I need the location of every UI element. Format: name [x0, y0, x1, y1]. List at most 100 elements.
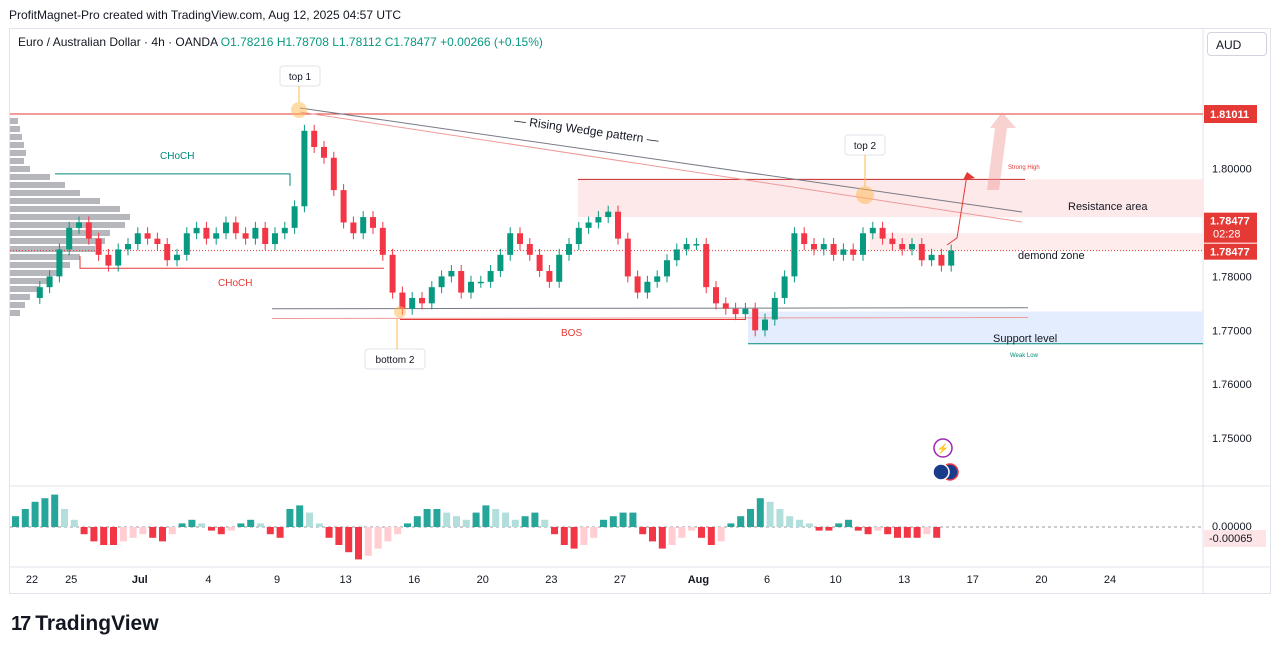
hist-bar [502, 512, 509, 527]
candle-body [752, 308, 759, 331]
ohlc-change: +0.00266 (+0.15%) [440, 35, 543, 49]
hist-bar [815, 527, 823, 531]
support-trend-line [271, 307, 1029, 310]
candle-body [144, 233, 151, 239]
volume-profile-bar [10, 310, 20, 316]
candle-body [526, 244, 533, 255]
hist-bar [766, 501, 774, 527]
tradingview-logo-icon: 17 [11, 612, 31, 635]
volume-profile-bar [10, 278, 50, 284]
hist-bar [580, 527, 588, 545]
volume-profile-bar [10, 206, 120, 212]
top2-marker [856, 186, 874, 204]
hist-bar [805, 523, 813, 527]
top2-label: top 2 [854, 141, 877, 152]
candle-body [487, 271, 494, 282]
resistance-zone [578, 179, 1203, 218]
candle-body [134, 233, 141, 245]
hist-bar [560, 527, 568, 545]
bottom2-marker [394, 306, 406, 318]
hist-bar [149, 527, 157, 538]
volume-profile-bar [10, 174, 50, 180]
candle-body [56, 249, 63, 277]
candle-body [154, 238, 161, 245]
price-tick-label: 1.75000 [1212, 433, 1252, 445]
ohlc-high: H1.78708 [276, 35, 329, 49]
hist-bar [296, 505, 304, 527]
candle-body [713, 287, 719, 304]
hist-bar [433, 509, 441, 527]
choch-upper-label: CHoCH [160, 151, 194, 162]
candle-body [585, 222, 592, 228]
ohlc-close: C1.78477 [384, 35, 437, 49]
candle-body [477, 281, 484, 284]
candle-body [379, 227, 386, 255]
candle-body [830, 244, 837, 255]
hist-bar [286, 509, 294, 527]
symbol-name[interactable]: Euro / Australian Dollar · 4h · OANDA [18, 35, 218, 49]
volume-profile-bar [10, 294, 30, 300]
bos-label: BOS [561, 328, 582, 339]
candle-body [262, 227, 269, 245]
hist-bar [854, 527, 862, 531]
candle-body [860, 233, 866, 255]
bottom2-label: bottom 2 [376, 355, 415, 366]
hist-bar [266, 527, 274, 535]
time-tick-label: 13 [339, 574, 351, 586]
choch-lower-label: CHoCH [218, 278, 252, 289]
close-price-tag-label: 1.78477 [1210, 247, 1250, 259]
current-price-tag-label: 1.78477 [1210, 216, 1250, 228]
hist-bar [776, 509, 784, 527]
volume-profile-bar [10, 286, 40, 292]
candle-body [546, 271, 553, 282]
hist-bar [208, 527, 215, 531]
candle-body [301, 130, 308, 207]
volume-profile-bar [10, 182, 65, 188]
hist-bar [188, 519, 196, 527]
hist-bar [413, 516, 421, 527]
hist-bar [678, 527, 686, 538]
current-price-tag [1204, 212, 1257, 243]
candle-body [605, 211, 612, 218]
hist-bar [178, 523, 186, 527]
time-tick-label: 23 [545, 574, 557, 586]
time-tick-label: 16 [408, 574, 420, 586]
symbol-legend: Euro / Australian Dollar · 4h · OANDA O1… [18, 35, 543, 49]
candle-body [595, 217, 602, 223]
wedge-line-upper [299, 107, 1023, 213]
price-tick-label: 1.76000 [1212, 379, 1252, 391]
candle-body [664, 260, 670, 277]
hist-bar [315, 523, 323, 527]
hist-bar [80, 527, 88, 535]
countdown-label: 02:28 [1213, 229, 1241, 241]
currency-button[interactable]: AUD [1207, 32, 1267, 56]
candle-body [203, 227, 210, 239]
candle-body [840, 249, 847, 255]
candle-body [252, 227, 259, 239]
hist-bar [247, 519, 255, 527]
time-tick-label: 25 [65, 574, 77, 586]
volume-profile-bar [10, 142, 24, 148]
hist-bar [276, 527, 284, 538]
time-tick-label: 27 [614, 574, 626, 586]
time-tick-label: 13 [898, 574, 910, 586]
candle-body [850, 249, 857, 255]
hist-bar [737, 516, 745, 527]
hist-bar [913, 527, 921, 538]
hist-bar [864, 527, 872, 535]
price-tick-label: 1.77000 [1212, 325, 1252, 337]
candle-body [791, 233, 798, 277]
hist-bar [639, 527, 647, 535]
candle-body [869, 227, 876, 234]
tradingview-logo[interactable]: 17 TradingView [11, 612, 159, 636]
candle-body [311, 130, 318, 147]
candle-body [938, 254, 945, 266]
hist-bar [12, 516, 19, 527]
candle-body [389, 254, 396, 293]
candle-body [272, 233, 278, 245]
support-trend-line-red [271, 317, 1029, 320]
time-tick-label: 24 [1104, 574, 1116, 586]
hist-bar [796, 519, 803, 527]
hist-bar [139, 527, 147, 535]
